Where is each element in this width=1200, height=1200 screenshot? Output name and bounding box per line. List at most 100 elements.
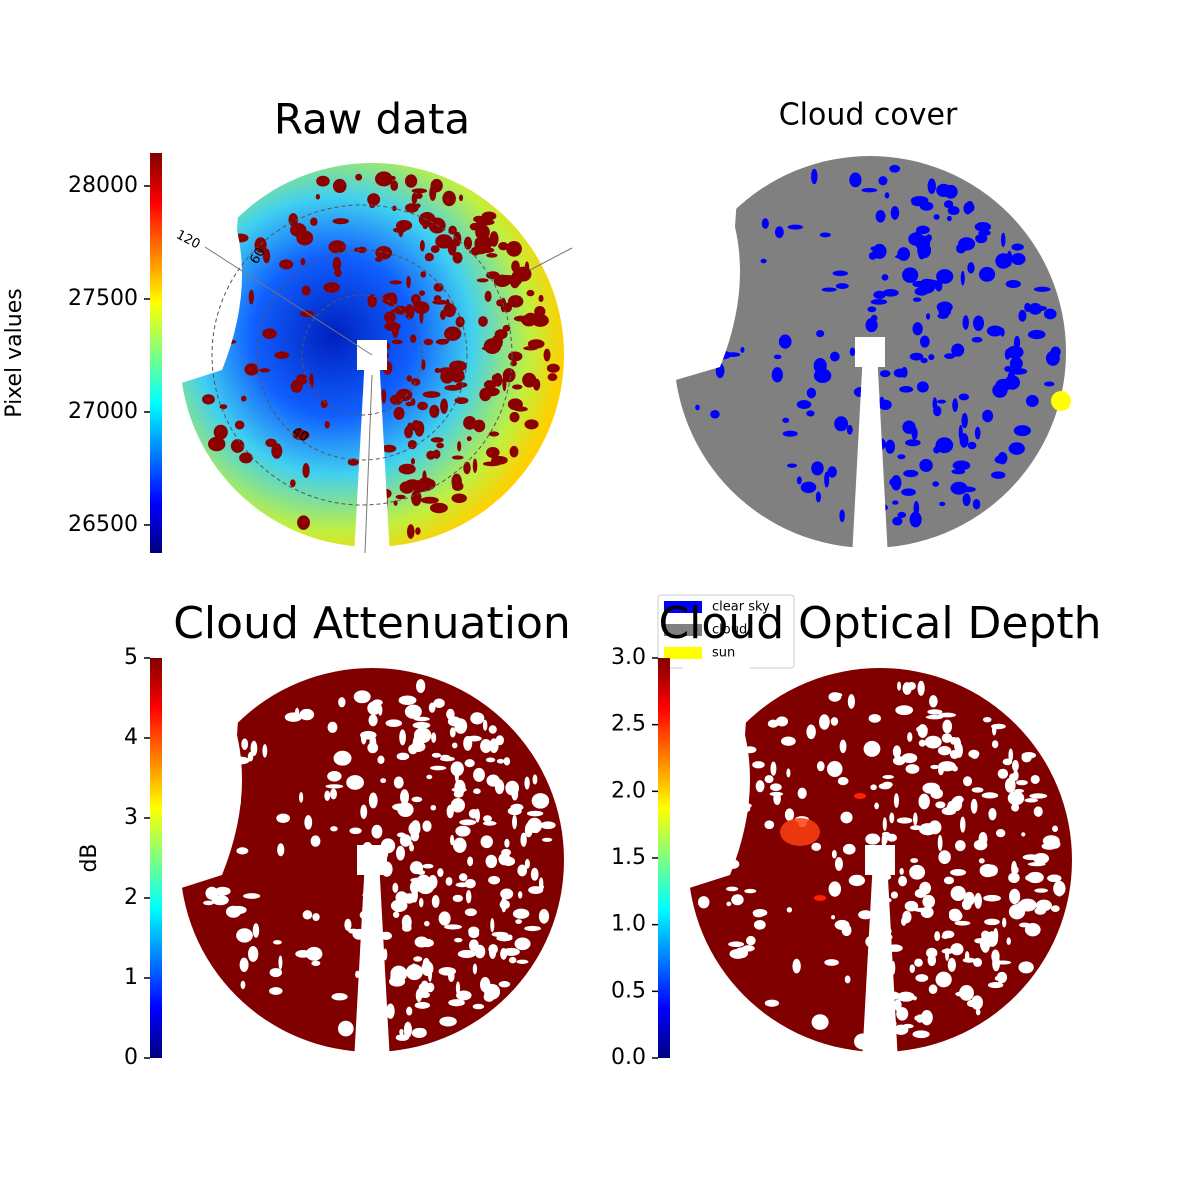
blob — [944, 353, 956, 359]
blob — [995, 253, 1012, 269]
blob — [1043, 308, 1057, 320]
blob — [946, 215, 952, 222]
tick-label: 3 — [124, 805, 138, 830]
blob — [455, 981, 461, 995]
blob — [744, 888, 757, 894]
blob — [416, 679, 426, 694]
blob — [375, 171, 393, 187]
legend-swatch — [664, 647, 702, 659]
blob — [782, 417, 790, 423]
blob — [434, 367, 441, 374]
blob — [515, 919, 522, 924]
blob — [954, 795, 964, 804]
blob — [510, 803, 524, 811]
legend-swatch — [664, 624, 702, 636]
blob — [435, 234, 453, 249]
blob — [1030, 774, 1040, 784]
patch — [814, 895, 826, 901]
blob — [915, 1014, 924, 1023]
blob — [330, 826, 338, 832]
blob — [1025, 874, 1039, 882]
blob — [912, 1030, 930, 1039]
blob — [1015, 779, 1028, 786]
blob — [997, 768, 1009, 779]
blob — [489, 738, 499, 754]
blob — [771, 367, 783, 383]
blob — [924, 735, 942, 749]
blob — [482, 387, 500, 397]
blob — [870, 246, 876, 251]
blob — [938, 850, 951, 864]
blob — [774, 226, 784, 239]
blob — [454, 937, 463, 943]
blob — [416, 879, 435, 895]
blob — [950, 943, 964, 956]
blob — [710, 409, 720, 419]
blob — [841, 924, 852, 937]
blob — [377, 755, 385, 764]
blob — [344, 918, 352, 931]
blob — [327, 721, 338, 733]
blob — [952, 460, 971, 471]
blob — [415, 203, 421, 208]
blob — [472, 963, 478, 975]
blob — [524, 925, 542, 932]
blob — [892, 500, 899, 505]
blob — [453, 837, 467, 853]
blob — [416, 869, 426, 875]
blob — [910, 195, 929, 205]
blob — [311, 960, 321, 966]
blob — [889, 164, 901, 173]
blob — [1009, 888, 1021, 905]
blob — [367, 294, 378, 308]
blob — [1000, 232, 1006, 247]
blob — [463, 461, 471, 475]
blob — [405, 964, 423, 981]
blob — [407, 439, 417, 450]
blob — [1007, 791, 1025, 806]
blob — [414, 936, 429, 948]
blob — [405, 401, 413, 407]
blob — [375, 245, 393, 260]
blob — [409, 844, 415, 852]
blob — [490, 918, 495, 933]
blob — [893, 999, 902, 1012]
blob — [905, 439, 921, 447]
blob — [828, 881, 842, 897]
blob — [440, 398, 449, 414]
blob — [449, 360, 467, 372]
blob — [767, 719, 779, 728]
blob — [764, 999, 780, 1007]
mask — [175, 663, 242, 890]
blob — [299, 708, 315, 721]
blob — [418, 983, 428, 993]
blob — [925, 313, 931, 320]
blob — [962, 957, 976, 963]
blob — [302, 910, 313, 920]
blob — [929, 695, 938, 708]
blob — [429, 502, 448, 514]
blob — [942, 719, 953, 734]
blob — [889, 812, 895, 824]
blob — [236, 847, 249, 855]
blob — [547, 373, 558, 381]
blob — [930, 764, 940, 770]
blob — [991, 724, 997, 736]
blob — [904, 900, 919, 912]
blob — [1013, 335, 1021, 350]
blob — [965, 201, 975, 213]
blob — [213, 424, 228, 440]
blob — [844, 975, 851, 984]
blob — [1044, 381, 1055, 387]
blob — [926, 947, 938, 959]
blob — [903, 469, 919, 478]
blob — [781, 736, 796, 746]
blob — [457, 949, 476, 959]
blob — [971, 787, 984, 793]
blob — [963, 776, 973, 787]
blob — [302, 463, 310, 478]
blob — [967, 441, 977, 450]
blob — [508, 956, 517, 964]
blob — [922, 279, 939, 287]
blob — [943, 876, 955, 885]
